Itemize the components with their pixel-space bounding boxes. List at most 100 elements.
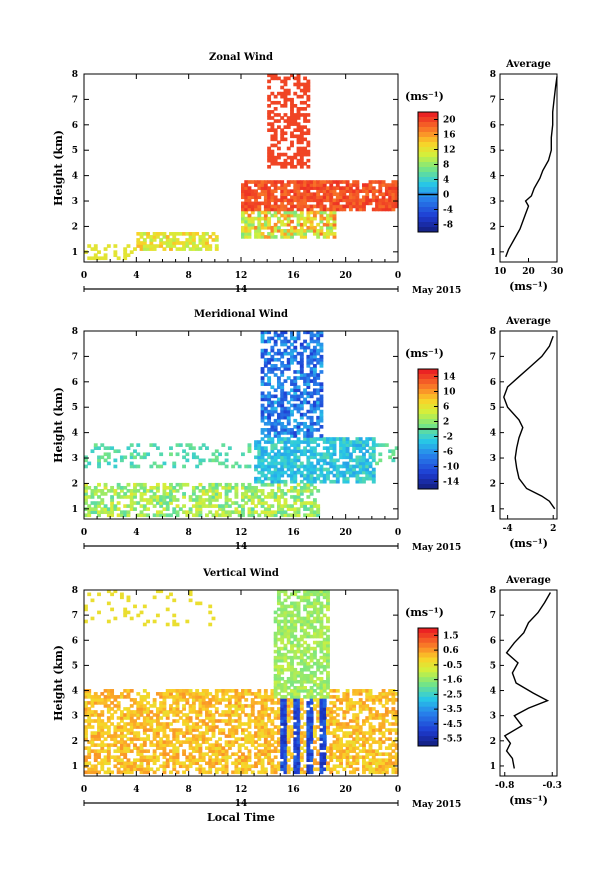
heatmap-cell xyxy=(234,507,239,511)
heatmap-cell xyxy=(322,704,327,708)
heatmap-cell xyxy=(175,689,180,693)
heatmap-cell xyxy=(309,513,314,518)
colorbar-segment xyxy=(418,152,438,158)
heatmap-cell xyxy=(388,755,393,760)
heatmap-cell xyxy=(326,222,330,227)
heatmap-cell xyxy=(309,686,314,690)
profile-y-tick-label: 8 xyxy=(490,327,496,337)
heatmap-cell xyxy=(110,495,115,499)
heatmap-cell xyxy=(345,180,350,184)
heatmap-cell xyxy=(241,695,245,699)
heatmap-cell xyxy=(247,489,252,493)
heatmap-cell xyxy=(303,652,308,657)
heatmap-cell xyxy=(388,764,393,769)
heatmap-cell xyxy=(296,752,301,756)
heatmap-cell xyxy=(276,437,281,441)
heatmap-cell xyxy=(375,198,379,203)
heatmap-cell xyxy=(309,716,314,720)
heatmap-cell xyxy=(280,640,285,645)
heatmap-cell xyxy=(345,467,350,472)
heatmap-cell xyxy=(319,458,324,463)
heatmap-cell xyxy=(169,482,173,487)
heatmap-cell xyxy=(306,143,311,148)
heatmap-cell xyxy=(306,391,311,396)
heatmap-cell xyxy=(306,94,311,99)
heatmap-cell xyxy=(303,391,308,396)
heatmap-cell xyxy=(303,100,308,105)
heatmap-cell xyxy=(299,655,304,660)
heatmap-cell xyxy=(286,455,291,460)
heatmap-cell xyxy=(257,725,262,729)
heatmap-cell xyxy=(126,767,131,772)
heatmap-cell xyxy=(316,397,321,402)
heatmap-cell xyxy=(152,247,157,251)
heatmap-cell xyxy=(299,737,304,741)
heatmap-cell xyxy=(270,357,275,362)
heatmap-cell xyxy=(214,698,219,702)
heatmap-cell xyxy=(296,116,301,120)
heatmap-cell xyxy=(247,443,252,447)
heatmap-cell xyxy=(388,455,393,460)
heatmap-cell xyxy=(276,336,281,341)
heatmap-cell xyxy=(191,692,196,696)
heatmap-cell xyxy=(113,740,118,744)
heatmap-cell xyxy=(224,498,229,502)
heatmap-cell xyxy=(280,333,285,338)
heatmap-cell xyxy=(152,461,157,466)
heatmap-cell xyxy=(290,664,294,669)
heatmap-cell xyxy=(306,673,311,678)
heatmap-cell xyxy=(342,464,347,469)
heatmap-cell xyxy=(319,348,324,353)
heatmap-cell xyxy=(280,364,285,368)
heatmap-cell xyxy=(208,489,213,493)
heatmap-cell xyxy=(332,201,337,206)
heatmap-cell xyxy=(263,746,268,750)
heatmap-cell xyxy=(378,713,383,717)
heatmap-cell xyxy=(362,755,366,760)
heatmap-cell xyxy=(270,213,275,218)
heatmap-cell xyxy=(329,695,334,699)
heatmap-cell xyxy=(378,192,383,197)
heatmap-cell xyxy=(303,731,308,735)
heatmap-cell xyxy=(221,728,226,732)
heatmap-cell xyxy=(378,180,383,184)
heatmap-cell xyxy=(316,676,321,681)
heatmap-cell xyxy=(257,743,262,747)
heatmap-cell xyxy=(352,449,357,454)
heatmap-cell xyxy=(273,339,278,344)
heatmap-cell xyxy=(316,342,321,347)
heatmap-cell xyxy=(280,183,285,187)
heatmap-cell xyxy=(267,707,272,711)
heatmap-cell xyxy=(254,228,258,233)
heatmap-cell xyxy=(276,489,281,493)
heatmap-cell xyxy=(394,731,399,735)
heatmap-cell xyxy=(224,749,229,753)
heatmap-cell xyxy=(224,704,229,708)
heatmap-cell xyxy=(254,198,258,203)
heatmap-cell xyxy=(290,619,294,624)
heatmap-cell xyxy=(378,740,383,744)
heatmap-cell xyxy=(133,501,137,505)
heatmap-cell xyxy=(339,207,343,212)
heatmap-cell xyxy=(172,238,177,242)
heatmap-cell xyxy=(319,219,324,224)
heatmap-cell xyxy=(309,476,314,481)
heatmap-cell xyxy=(290,354,294,359)
heatmap-cell xyxy=(142,504,147,508)
heatmap-cell xyxy=(322,683,327,687)
heatmap-cell xyxy=(306,752,311,756)
heatmap-cell xyxy=(322,461,327,466)
heatmap-cell xyxy=(322,595,327,600)
heatmap-cell xyxy=(276,431,281,435)
heatmap-cell xyxy=(129,737,134,741)
heatmap-cell xyxy=(362,722,366,726)
heatmap-cell xyxy=(263,476,268,481)
heatmap-cell xyxy=(378,716,383,720)
heatmap-cell xyxy=(319,628,324,633)
heatmap-cell xyxy=(234,752,239,756)
heatmap-cell xyxy=(231,713,236,717)
heatmap-cell xyxy=(296,207,301,212)
heatmap-cell xyxy=(241,758,245,763)
heatmap-cell xyxy=(296,385,301,390)
